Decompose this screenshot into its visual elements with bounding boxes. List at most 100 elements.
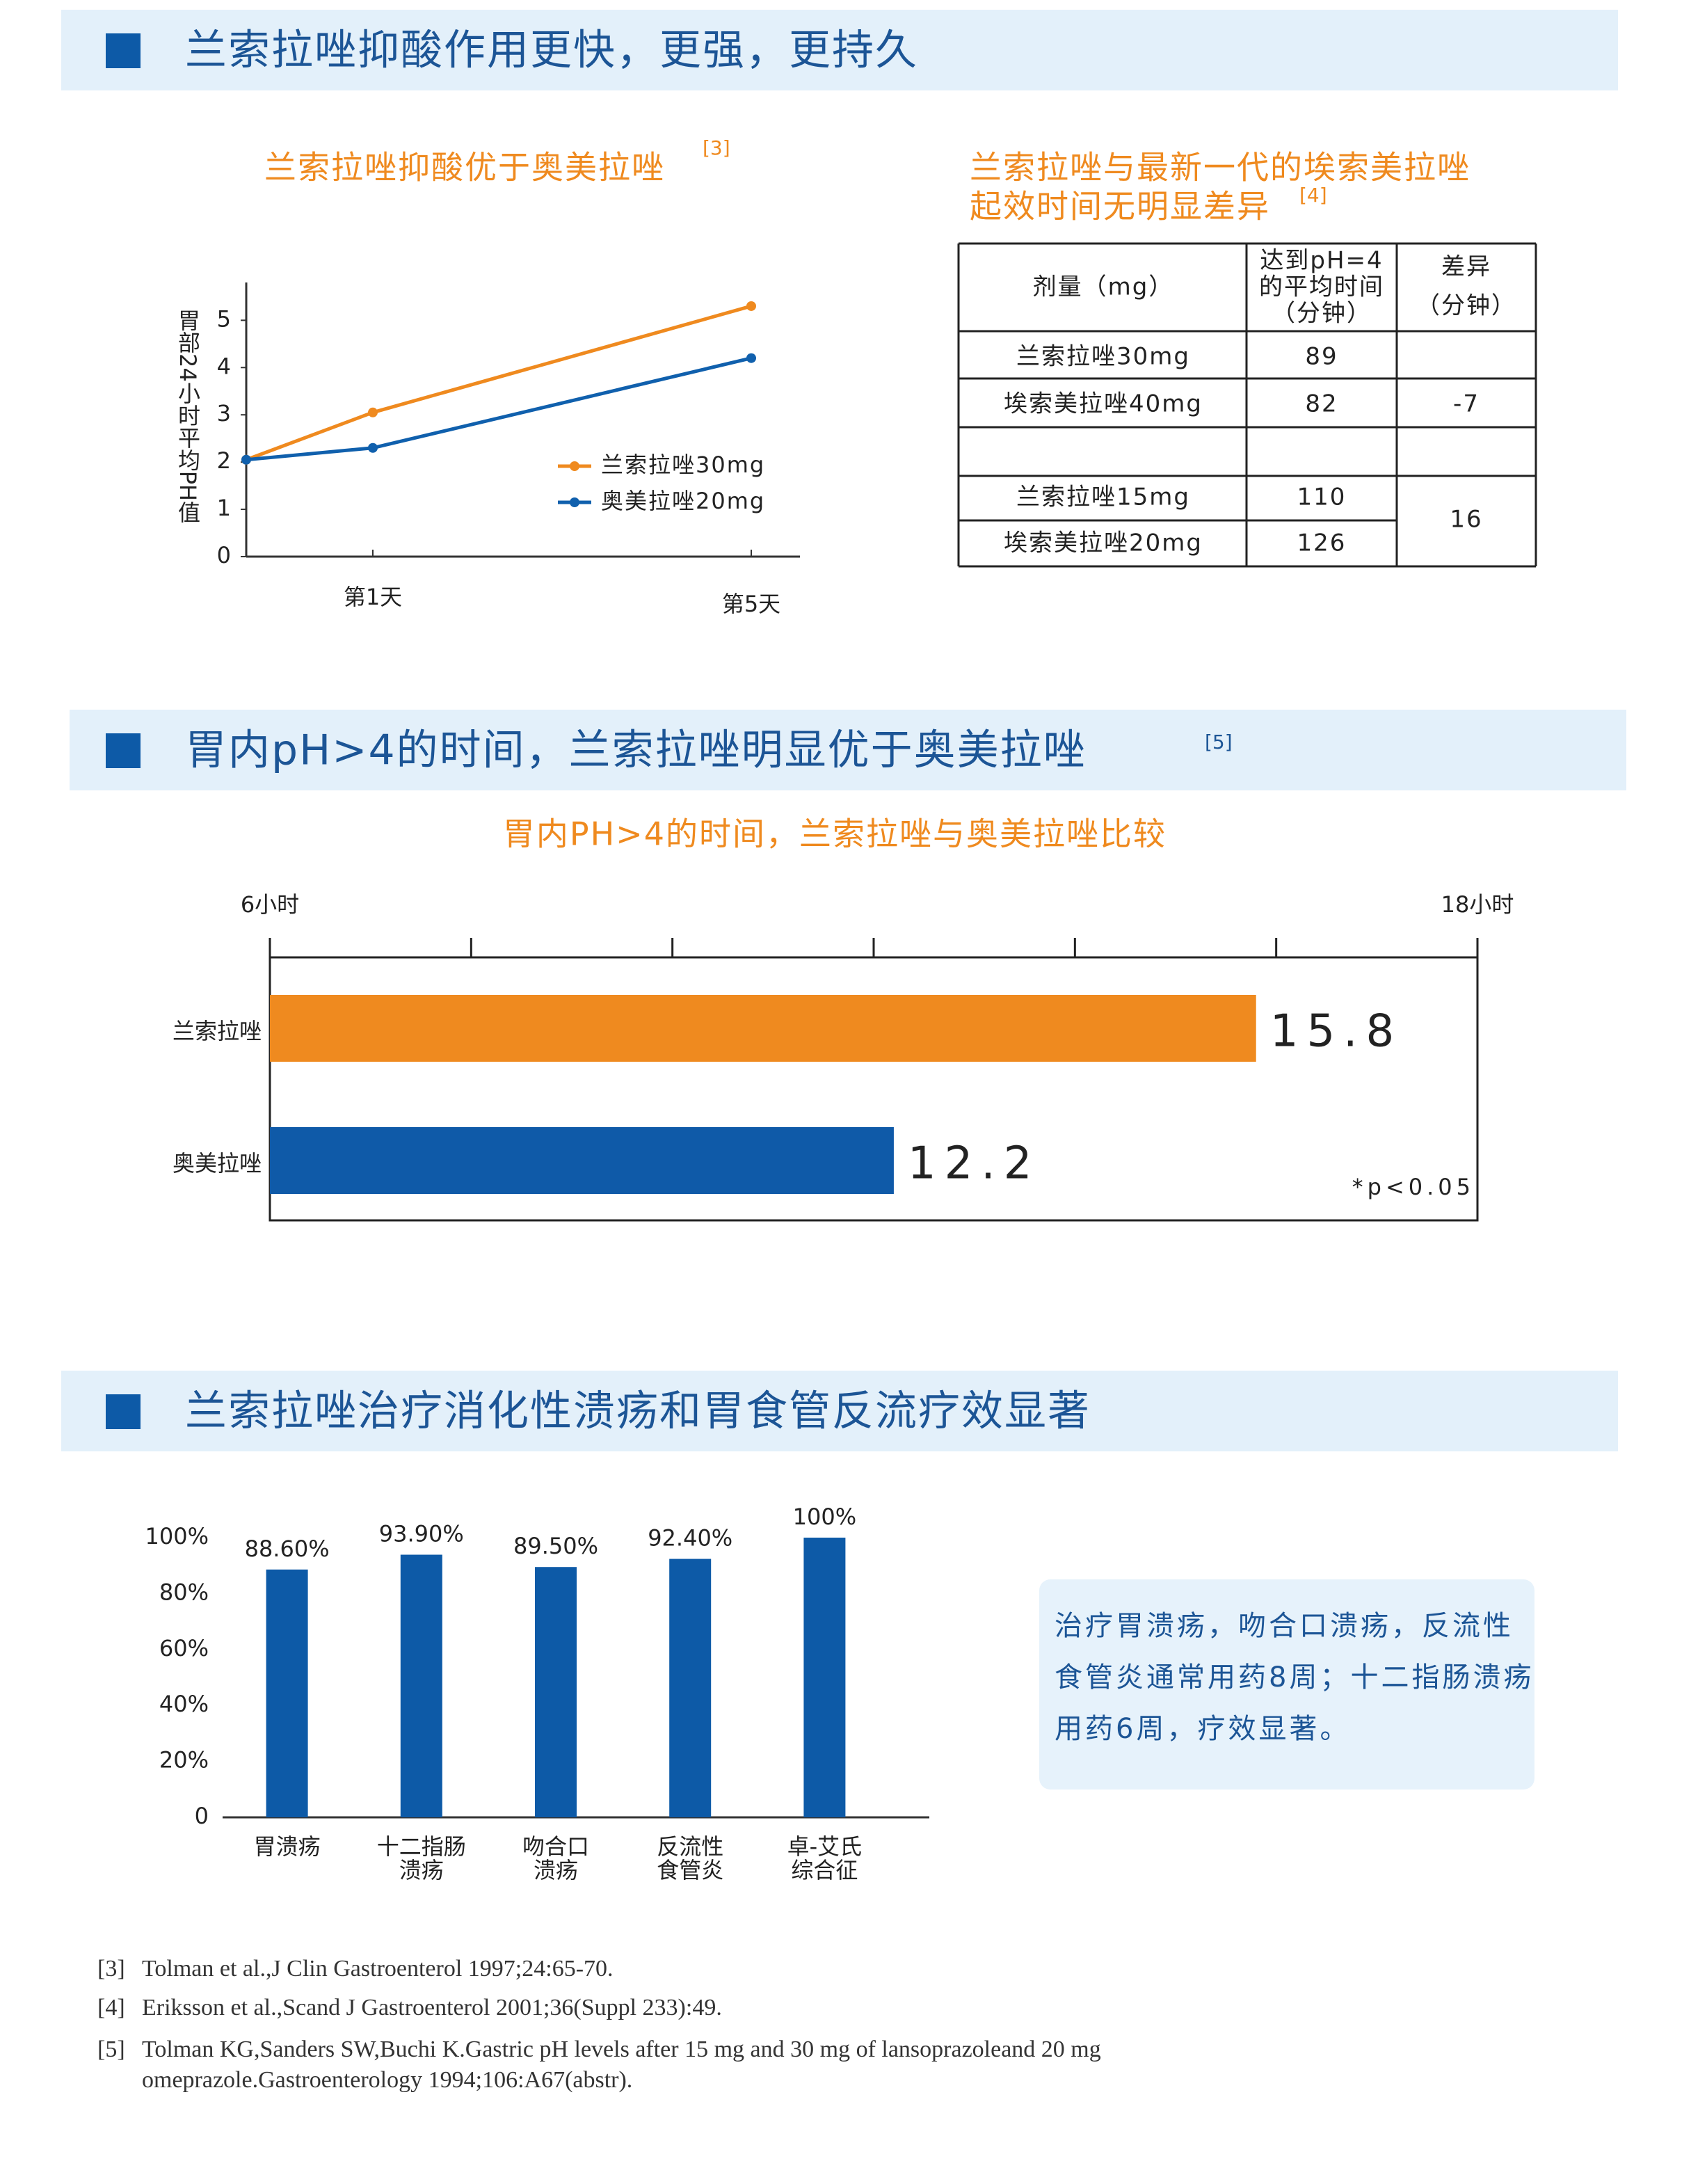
bar [270, 1127, 894, 1194]
note-text: 治疗胃溃疡，吻合口溃疡，反流性食管炎通常用药8周；十二指肠溃疡用药6周，疗效显著… [1055, 1609, 1534, 1745]
table-title: 兰索拉唑与最新一代的埃索美拉唑 [970, 149, 1470, 186]
category-label: 兰索拉唑 [173, 1018, 262, 1044]
section-square [106, 33, 141, 68]
bar [669, 1559, 712, 1817]
table-cell: 16 [1450, 506, 1482, 534]
value-label: 15.8 [1270, 1006, 1403, 1058]
reference-label: [5] [97, 2036, 125, 2062]
section-title: 兰索拉唑抑酸作用更快，更强，更持久 [185, 26, 918, 75]
point [746, 301, 756, 311]
x-tick-label: 吻合口 [522, 1833, 589, 1860]
value-label: 93.90% [379, 1521, 464, 1547]
value-label: 92.40% [648, 1525, 732, 1552]
legend-label: 奥美拉唑20mg [601, 488, 765, 514]
y-tick-label: 20% [159, 1747, 209, 1773]
reference-text: Tolman et al.,J Clin Gastroenterol 1997;… [142, 1955, 614, 1982]
table-title-ref: [4] [1299, 184, 1327, 207]
table-header: 的平均时间 [1259, 273, 1384, 301]
legend-label: 兰索拉唑30mg [601, 452, 765, 478]
reference-text: Eriksson et al.,Scand J Gastroenterol 20… [142, 1994, 722, 2020]
chart-title: 胃内PH>4的时间，兰索拉唑与奥美拉唑比较 [503, 815, 1167, 853]
value-label: 89.50% [513, 1533, 598, 1559]
point [746, 353, 756, 363]
chart-title: 兰索拉唑抑酸优于奥美拉唑 [264, 149, 665, 186]
table-cell: 89 [1305, 343, 1338, 371]
y-tick-label: 2 [217, 447, 231, 474]
reference: [5] Tolman KG,Sanders SW,Buchi K.Gastric … [97, 2034, 1322, 2096]
reference-text: Tolman KG,Sanders SW,Buchi K.Gastric pH … [142, 2036, 1101, 2093]
table-cell: 兰索拉唑30mg [1016, 343, 1190, 371]
y-tick-label: 80% [159, 1579, 209, 1605]
table-cell: 82 [1305, 390, 1338, 418]
table-header: 达到pH=4 [1260, 247, 1383, 275]
x-tick-label: 十二指肠 [377, 1833, 466, 1860]
section-square [106, 733, 141, 768]
reference-label: [3] [97, 1955, 125, 1982]
x-tick-label: 综合征 [791, 1857, 858, 1883]
series-line [246, 356, 752, 462]
y-tick-label: 0 [217, 542, 231, 568]
x-tick-label: 18小时 [1441, 891, 1514, 918]
table-cell: 110 [1297, 484, 1347, 511]
annotation: *p<0.05 [1352, 1174, 1475, 1200]
bar [803, 1538, 846, 1817]
y-tick-label: 1 [217, 495, 231, 521]
x-tick-label: 食管炎 [657, 1857, 723, 1883]
reference: [4] Eriksson et al.,Scand J Gastroenterol… [97, 1993, 1322, 2023]
section-band [61, 1371, 1618, 1451]
bar [266, 1569, 308, 1817]
bar [400, 1554, 442, 1817]
y-tick-label: 3 [217, 400, 231, 427]
title-ref: [3] [703, 136, 730, 159]
table-cell: 埃索美拉唑40mg [1004, 390, 1203, 418]
category-label: 奥美拉唑 [173, 1150, 262, 1177]
x-tick-label: 反流性 [657, 1833, 723, 1860]
reference: [3] Tolman et al.,J Clin Gastroenterol 19… [97, 1954, 1322, 1984]
section-band [70, 710, 1626, 790]
note-box [1039, 1579, 1534, 1790]
references: [3] Tolman et al.,J Clin Gastroenterol 19… [97, 1954, 1322, 2096]
bar [535, 1567, 577, 1817]
section-title: 胃内pH>4的时间，兰索拉唑明显优于奥美拉唑 [185, 726, 1087, 775]
reference-label: [4] [97, 1994, 125, 2020]
x-tick-label: 卓-艾氏 [787, 1833, 863, 1860]
value-label: 12.2 [908, 1138, 1041, 1190]
point [241, 454, 251, 465]
table-header: 差异 [1441, 253, 1491, 281]
note-area: 治疗胃溃疡，吻合口溃疡，反流性食管炎通常用药8周；十二指肠溃疡用药6周，疗效显著… [1055, 1609, 1534, 1745]
x-tick-label: 溃疡 [534, 1857, 578, 1883]
y-tick-label: 4 [217, 353, 231, 379]
point [368, 407, 378, 417]
y-tick-label: 100% [145, 1523, 209, 1549]
table-cell: -7 [1453, 390, 1480, 418]
section-square [106, 1394, 141, 1429]
x-tick-label: 胃溃疡 [254, 1833, 321, 1860]
section-ref: [5] [1205, 731, 1233, 754]
legend-marker [570, 497, 579, 507]
legend-marker [570, 461, 579, 471]
section-title: 兰索拉唑治疗消化性溃疡和胃食管反流疗效显著 [185, 1387, 1091, 1436]
table-title: 起效时间无明显差异 [970, 188, 1270, 225]
table-header: 剂量（mg） [1033, 273, 1174, 301]
y-axis-label: 胃部24小时平均PH值 [175, 309, 201, 523]
table-header: （分钟） [1416, 292, 1516, 320]
table-header: （分钟） [1272, 300, 1372, 328]
section-band [61, 10, 1618, 90]
table-cell: 126 [1297, 529, 1347, 557]
y-tick-label: 0 [195, 1803, 209, 1829]
y-tick-label: 5 [217, 305, 231, 332]
table-cell: 埃索美拉唑20mg [1004, 529, 1203, 557]
bar [270, 995, 1256, 1062]
y-tick-label: 60% [159, 1635, 209, 1661]
x-tick-label: 第5天 [722, 591, 780, 617]
value-label: 88.60% [245, 1536, 330, 1562]
table-cell: 兰索拉唑15mg [1016, 484, 1190, 511]
reference-list: [3] Tolman et al.,J Clin Gastroenterol 19… [97, 1954, 1322, 2096]
x-tick-label: 溃疡 [399, 1857, 444, 1883]
value-label: 100% [793, 1504, 856, 1530]
series-line [246, 304, 752, 462]
y-tick-label: 40% [159, 1691, 209, 1717]
x-tick-label: 第1天 [344, 584, 402, 610]
x-tick-label: 6小时 [241, 891, 299, 918]
